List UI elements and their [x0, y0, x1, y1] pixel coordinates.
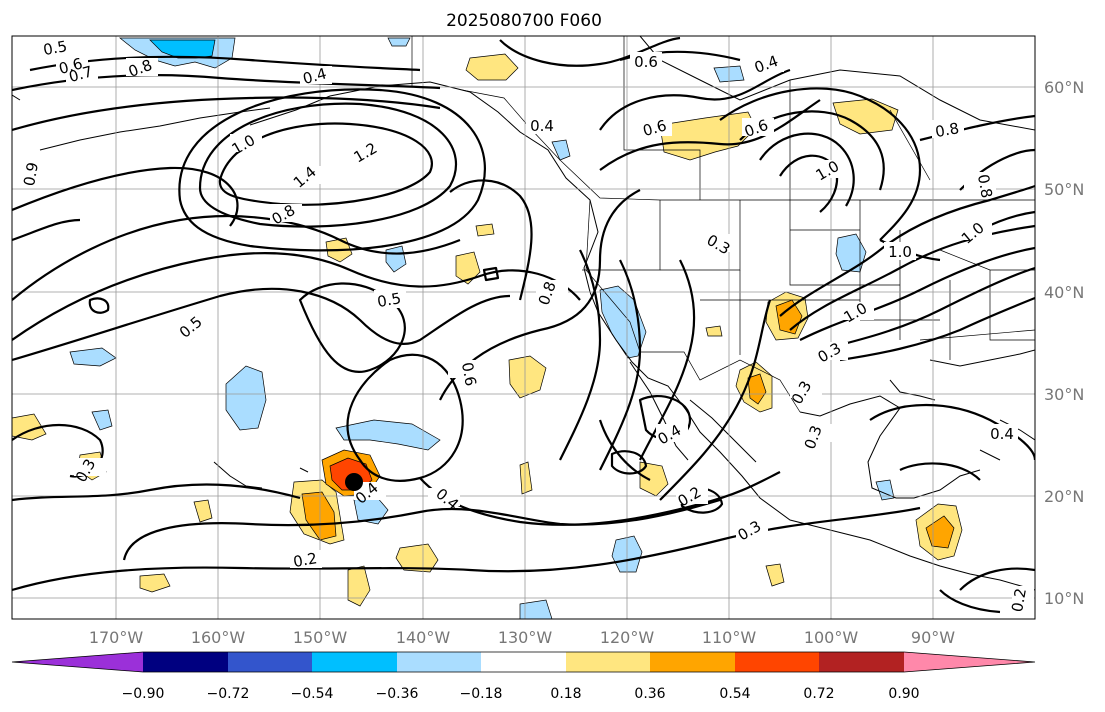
lat-label: 50°N	[1044, 180, 1084, 199]
colorbar-extend-low	[12, 652, 143, 672]
colorbar-tick-label: −0.54	[291, 686, 334, 702]
contour-label: 0.5	[376, 289, 403, 311]
colorbar	[11, 651, 1036, 673]
colorbar-tick-label: 0.72	[803, 686, 834, 702]
colorbar-segment	[819, 652, 904, 672]
colorbar-outline	[11, 651, 1036, 673]
contour-label: 0.4	[301, 64, 329, 88]
contour-label: 0.6	[57, 54, 85, 78]
colorbar-tick-label: 0.90	[888, 686, 919, 702]
lon-label: 100°W	[804, 628, 859, 647]
colorbar-tick-label: −0.90	[122, 686, 165, 702]
contour-label: 0.5	[42, 37, 69, 59]
lon-label: 150°W	[293, 628, 348, 647]
colorbar-extend-high	[904, 652, 1035, 672]
colorbar-tick-label: −0.36	[376, 686, 419, 702]
lon-label: 130°W	[498, 628, 553, 647]
colorbar-tick-label: −0.72	[207, 686, 250, 702]
contour-label: 0.8	[934, 119, 961, 141]
lat-label: 60°N	[1044, 78, 1084, 97]
contour-label: 1.0	[888, 243, 912, 261]
colorbar-tick-label: −0.18	[460, 686, 503, 702]
longitude-labels: 170°W 160°W 150°W 140°W 130°W 120°W 110°…	[89, 628, 955, 647]
colorbar-segment	[312, 652, 397, 672]
contour-label: 0.8	[974, 173, 996, 200]
lon-label: 110°W	[702, 628, 757, 647]
lat-label: 30°N	[1044, 385, 1084, 404]
colorbar-tick-label: 0.36	[634, 686, 665, 702]
map-frame	[11, 35, 1036, 620]
lon-label: 90°W	[911, 628, 955, 647]
colorbar-tick-label: 0.54	[719, 686, 750, 702]
storm-center-marker	[345, 473, 363, 491]
colorbar-segment	[143, 652, 228, 672]
colorbar-tick-label: 0.18	[550, 686, 581, 702]
colorbar-segment	[228, 652, 312, 672]
colorbar-segment	[397, 652, 481, 672]
colorbar-segment	[481, 652, 566, 672]
lat-label: 10°N	[1044, 589, 1084, 608]
latitude-labels: 60°N 50°N 40°N 30°N 20°N 10°N	[1044, 78, 1084, 608]
map-panel: 0.5 0.6 0.7 0.8 0.4 0.6 0.4 1.0 1.4 1.2 …	[12, 36, 1035, 619]
contour-label: 0.4	[990, 425, 1014, 443]
lon-label: 140°W	[396, 628, 451, 647]
contour-label: 0.6	[634, 53, 658, 71]
contour-label: 0.7	[67, 62, 95, 86]
colorbar-segment	[566, 652, 650, 672]
lon-label: 170°W	[89, 628, 144, 647]
colorbar-segment	[650, 652, 735, 672]
lon-label: 120°W	[600, 628, 655, 647]
contour-label: 0.2	[1008, 587, 1030, 614]
colorbar-segment	[735, 652, 819, 672]
lon-label: 160°W	[191, 628, 246, 647]
contour-label: 0.2	[292, 549, 319, 571]
map-title: 2025080700 F060	[446, 11, 602, 31]
contour-label: 0.6	[458, 361, 480, 388]
colorbar-tick-labels: −0.90 −0.72 −0.54 −0.36 −0.18 0.18 0.36 …	[122, 686, 920, 702]
contour-label: 0.9	[20, 161, 42, 188]
lat-label: 40°N	[1044, 283, 1084, 302]
contour-label: 0.6	[641, 116, 669, 140]
political-borders	[411, 36, 1035, 413]
contour-label: 0.4	[530, 117, 554, 135]
contour-lines	[12, 36, 1035, 614]
lat-label: 20°N	[1044, 487, 1084, 506]
